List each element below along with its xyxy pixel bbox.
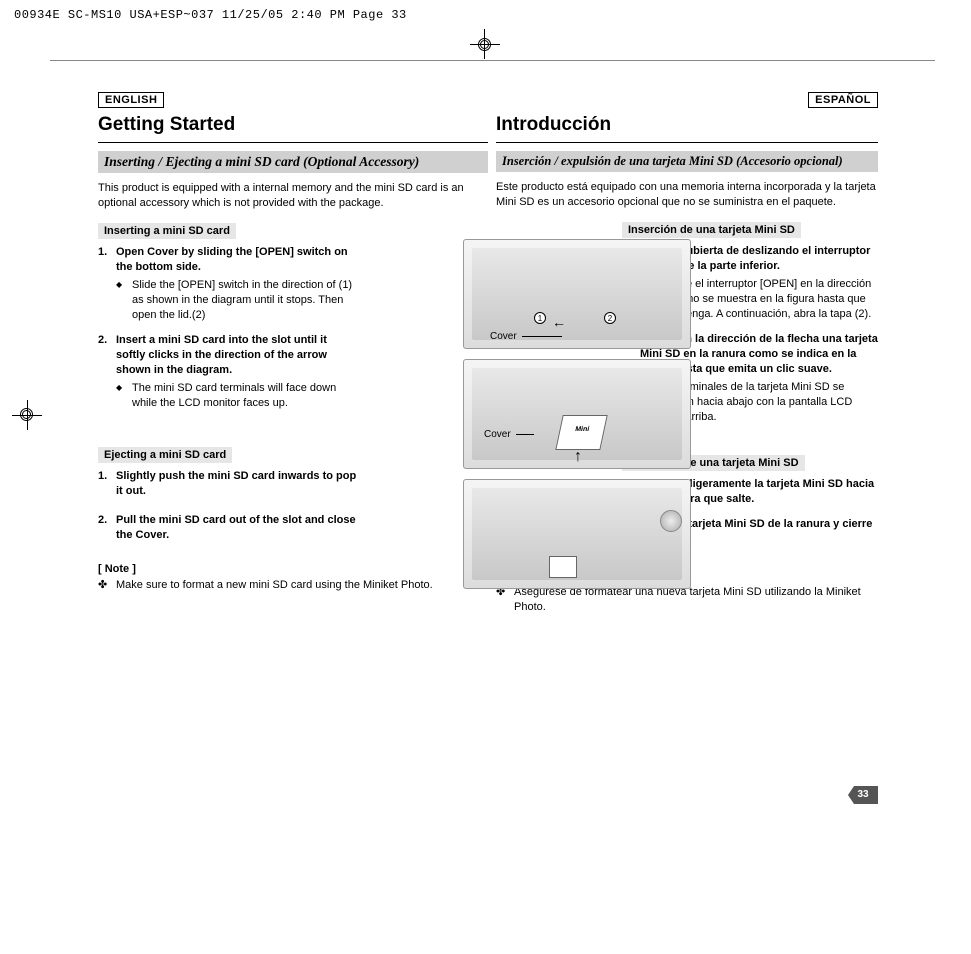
title-spanish: Introducción (496, 114, 878, 136)
language-tag-spanish: ESPAÑOL (808, 92, 878, 108)
step-title: Insert a mini SD card into the slot unti… (116, 334, 327, 376)
step-title: Open Cover by sliding the [OPEN] switch … (116, 246, 348, 273)
diagram-open-cover: 1 ← 2 Cover (463, 239, 691, 349)
step-number: 1. (98, 469, 107, 484)
diagram-eject-card (463, 479, 691, 589)
note-label-english: [ Note ] (98, 563, 488, 575)
note-text-english: Make sure to format a new mini SD card u… (98, 578, 488, 593)
section-header-spanish: Inserción / expulsión de una tarjeta Min… (496, 151, 878, 172)
diagram-area: 1 ← 2 Cover Mini ↑ Cover (463, 239, 693, 599)
diagram-callout-2: 2 (604, 312, 616, 324)
column-english: Getting Started Inserting / Ejecting a m… (98, 114, 488, 615)
insert-steps-english: 1. Open Cover by sliding the [OPEN] swit… (98, 245, 358, 411)
section-header-english: Inserting / Ejecting a mini SD card (Opt… (98, 151, 488, 173)
intro-text-spanish: Este producto está equipado con una memo… (496, 180, 878, 210)
diagram-callout-1: 1 (534, 312, 546, 324)
step-bullet: The mini SD card terminals will face dow… (116, 381, 358, 411)
arrow-left-icon: ← (552, 314, 566, 330)
step-title: Pull the mini SD card out of the slot an… (116, 514, 356, 541)
subheader-insert-spanish: Inserción de una tarjeta Mini SD (622, 222, 801, 238)
title-english: Getting Started (98, 114, 488, 136)
step-bullet: Slide the [OPEN] switch in the direction… (116, 278, 358, 323)
arrow-up-icon: ↑ (574, 448, 582, 466)
page-content: ENGLISH ESPAÑOL Getting Started Insertin… (98, 92, 878, 615)
diagram-insert-card: Mini ↑ Cover (463, 359, 691, 469)
print-job-header: 00934E SC-MS10 USA+ESP~037 11/25/05 2:40… (14, 8, 407, 22)
step-number: 2. (98, 333, 107, 348)
subheader-eject-english: Ejecting a mini SD card (98, 447, 232, 463)
step-title: Slightly push the mini SD card inwards t… (116, 470, 356, 497)
step-number: 1. (98, 245, 107, 260)
step-number: 2. (98, 513, 107, 528)
subheader-insert-english: Inserting a mini SD card (98, 223, 236, 239)
crop-mark-icon (480, 40, 489, 49)
intro-text-english: This product is equipped with a internal… (98, 181, 488, 211)
cover-label: Cover (490, 331, 517, 342)
language-tag-english: ENGLISH (98, 92, 164, 108)
eject-steps-english: 1. Slightly push the mini SD card inward… (98, 469, 358, 542)
cover-label: Cover (484, 429, 511, 440)
page-frame (50, 60, 935, 61)
